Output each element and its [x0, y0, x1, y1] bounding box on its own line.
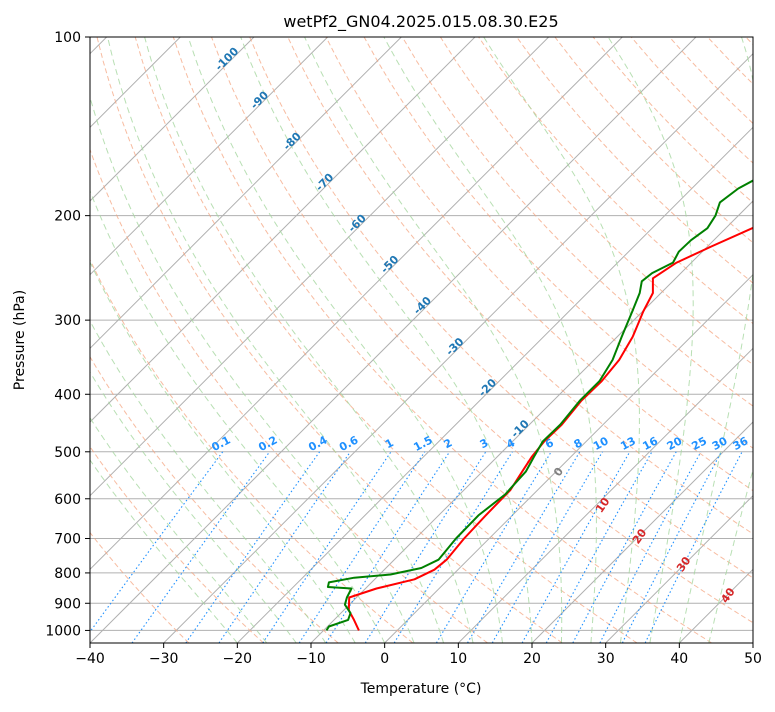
x-tick-label: −40 — [75, 651, 105, 667]
y-axis-label: Pressure (hPa) — [12, 290, 28, 390]
x-tick-label: −20 — [223, 651, 253, 667]
y-tick-label: 900 — [54, 596, 81, 612]
x-tick-label: 50 — [744, 651, 762, 667]
y-tick-label: 800 — [54, 566, 81, 582]
x-tick-label: 10 — [449, 651, 467, 667]
plot-background — [90, 37, 753, 643]
chart-title: wetPf2_GN04.2025.015.08.30.E25 — [283, 12, 558, 32]
x-tick-label: −30 — [149, 651, 179, 667]
y-tick-label: 600 — [54, 492, 81, 508]
x-tick-label: 20 — [523, 651, 541, 667]
y-tick-label: 200 — [54, 209, 81, 225]
y-tick-label: 300 — [54, 313, 81, 329]
y-tick-label: 1000 — [45, 623, 81, 639]
x-tick-label: 30 — [597, 651, 615, 667]
y-tick-label: 500 — [54, 445, 81, 461]
y-tick-label: 100 — [54, 30, 81, 46]
x-axis-label: Temperature (°C) — [360, 681, 482, 697]
x-tick-label: −10 — [296, 651, 326, 667]
x-tick-label: 0 — [380, 651, 389, 667]
y-tick-label: 400 — [54, 387, 81, 403]
y-tick-label: 700 — [54, 532, 81, 548]
x-tick-label: 40 — [670, 651, 688, 667]
